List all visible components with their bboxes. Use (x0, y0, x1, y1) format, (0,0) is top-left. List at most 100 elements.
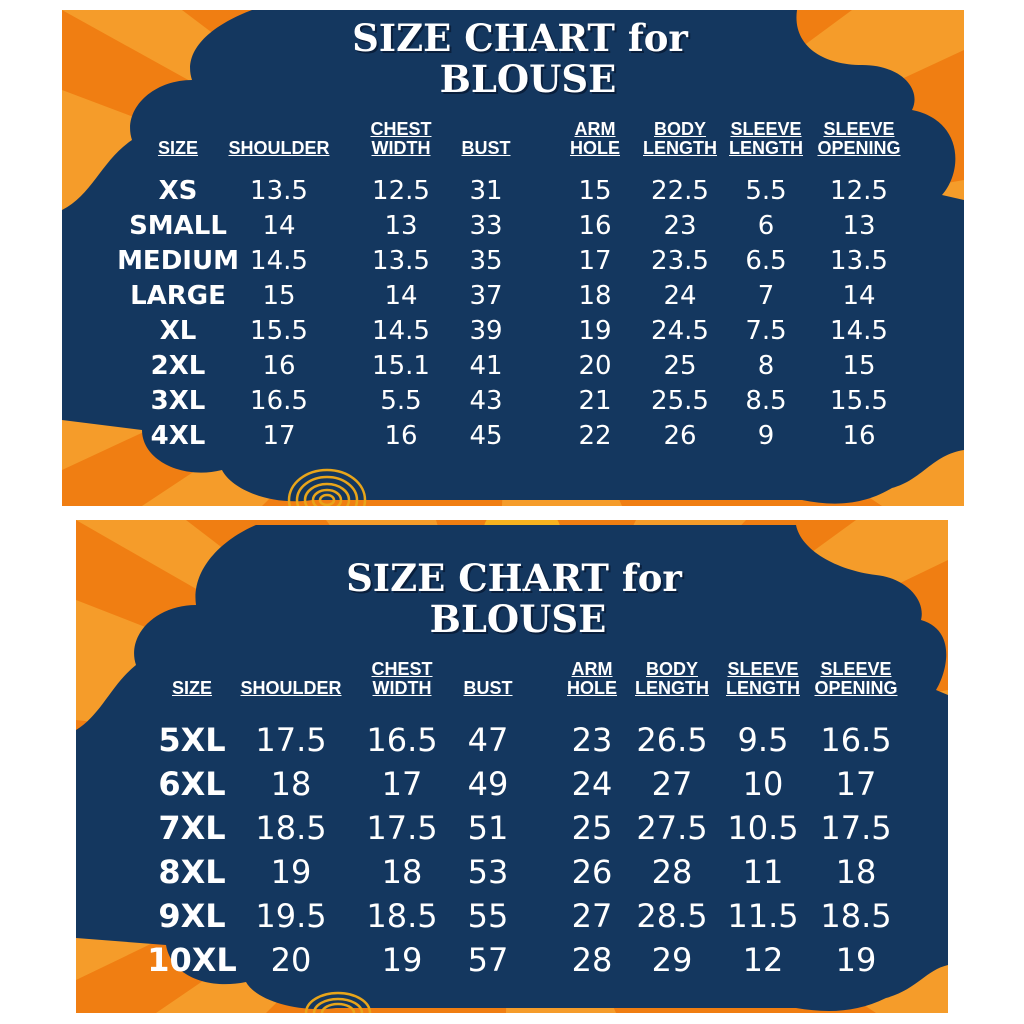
body-length-value: 29 (651, 941, 693, 979)
header-line: HOLE (566, 678, 618, 699)
body-length-value: 25 (663, 351, 697, 381)
bust-value: 31 (469, 176, 503, 206)
size-label: 4XL (150, 421, 206, 451)
column-header-sleeve-length: SLEEVE LENGTH (726, 660, 800, 698)
sleeve-opening-value: 15.5 (830, 386, 888, 416)
shoulder-value: 14 (262, 211, 296, 241)
header-line: SLEEVE (823, 119, 895, 140)
header-line: CHEST (371, 659, 433, 680)
header-line: BODY (653, 119, 706, 140)
header-line: ARM (571, 659, 613, 680)
shoulder-value: 13.5 (250, 176, 308, 206)
sleeve-length-value: 6 (757, 211, 775, 241)
body-length-value: 28.5 (636, 897, 708, 935)
shoulder-value: 19.5 (255, 897, 327, 935)
column-header-chest-width: CHEST WIDTH (371, 660, 432, 698)
column-header-bust: BUST (464, 679, 513, 698)
sleeve-length-value: 7.5 (745, 316, 787, 346)
title-line-2: BLOUSE (429, 596, 607, 641)
bust-value: 43 (469, 386, 503, 416)
column-header-size: SIZE (158, 139, 198, 158)
column-header-size: SIZE (172, 679, 212, 698)
arm-hole-value: 24 (571, 765, 613, 803)
chest-width-value: 17 (381, 765, 423, 803)
size-label: 10XL (147, 941, 237, 979)
bust-value: 33 (469, 211, 503, 241)
arm-hole-value: 17 (578, 246, 612, 276)
sleeve-opening-value: 13 (842, 211, 876, 241)
header-line: SHOULDER (240, 678, 342, 699)
chest-width-value: 13.5 (372, 246, 430, 276)
shoulder-value: 18.5 (255, 809, 327, 847)
header-line: OPENING (817, 138, 901, 159)
chest-width-value: 13 (384, 211, 418, 241)
header-line: OPENING (814, 678, 898, 699)
sleeve-opening-value: 18.5 (820, 897, 892, 935)
panel-background (76, 520, 948, 1013)
size-label: 8XL (158, 853, 226, 891)
size-label: 9XL (158, 897, 226, 935)
header-line: BODY (645, 659, 698, 680)
column-header-bust: BUST (462, 139, 511, 158)
sleeve-opening-value: 18 (835, 853, 877, 891)
chart-title: SIZE CHART for BLOUSE (76, 558, 948, 639)
sleeve-opening-value: 14 (842, 281, 876, 311)
sleeve-opening-value: 12.5 (830, 176, 888, 206)
header-line: SLEEVE (727, 659, 799, 680)
bust-value: 39 (469, 316, 503, 346)
bust-value: 41 (469, 351, 503, 381)
shoulder-value: 19 (270, 853, 312, 891)
size-label: XS (158, 176, 198, 206)
header-line: SLEEVE (730, 119, 802, 140)
chest-width-value: 17.5 (366, 809, 438, 847)
bust-value: 47 (467, 721, 509, 759)
sleeve-opening-value: 15 (842, 351, 876, 381)
arm-hole-value: 20 (578, 351, 612, 381)
header-line: BUST (461, 138, 511, 159)
shoulder-value: 15.5 (250, 316, 308, 346)
sleeve-length-value: 9 (757, 421, 775, 451)
body-length-value: 23.5 (651, 246, 709, 276)
body-length-value: 25.5 (651, 386, 709, 416)
shoulder-value: 20 (270, 941, 312, 979)
header-line: SIZE (171, 678, 213, 699)
chest-width-value: 14 (384, 281, 418, 311)
size-chart-panel-2: SIZE CHART for BLOUSE SIZE SHOULDER CHEST W… (76, 520, 948, 1013)
arm-hole-value: 26 (571, 853, 613, 891)
sleeve-opening-value: 16 (842, 421, 876, 451)
title-line-1: SIZE CHART for (346, 556, 682, 600)
bust-value: 37 (469, 281, 503, 311)
bust-value: 51 (467, 809, 509, 847)
size-label: 7XL (158, 809, 226, 847)
bust-value: 57 (467, 941, 509, 979)
body-length-value: 26 (663, 421, 697, 451)
header-line: WIDTH (371, 138, 431, 159)
size-label: 6XL (158, 765, 226, 803)
chest-width-value: 18.5 (366, 897, 438, 935)
sleeve-opening-value: 17 (835, 765, 877, 803)
bust-value: 55 (467, 897, 509, 935)
spiral-emblem-icon (304, 991, 372, 1013)
header-line: CHEST (370, 119, 432, 140)
sleeve-opening-value: 16.5 (820, 721, 892, 759)
size-label: SMALL (129, 211, 227, 241)
chest-width-value: 18 (381, 853, 423, 891)
chest-width-value: 16.5 (366, 721, 438, 759)
header-line: LENGTH (643, 138, 717, 159)
bust-value: 53 (467, 853, 509, 891)
size-label: 3XL (150, 386, 206, 416)
body-length-value: 22.5 (651, 176, 709, 206)
arm-hole-value: 23 (571, 721, 613, 759)
arm-hole-value: 22 (578, 421, 612, 451)
arm-hole-value: 21 (578, 386, 612, 416)
arm-hole-value: 15 (578, 176, 612, 206)
sleeve-length-value: 11.5 (727, 897, 799, 935)
sleeve-length-value: 8 (757, 351, 775, 381)
bust-value: 35 (469, 246, 503, 276)
chart-title: SIZE CHART for BLOUSE (62, 18, 964, 99)
header-line: SHOULDER (228, 138, 330, 159)
shoulder-value: 16.5 (250, 386, 308, 416)
header-line: LENGTH (729, 138, 803, 159)
bust-value: 49 (467, 765, 509, 803)
column-header-sleeve-length: SLEEVE LENGTH (729, 120, 803, 158)
